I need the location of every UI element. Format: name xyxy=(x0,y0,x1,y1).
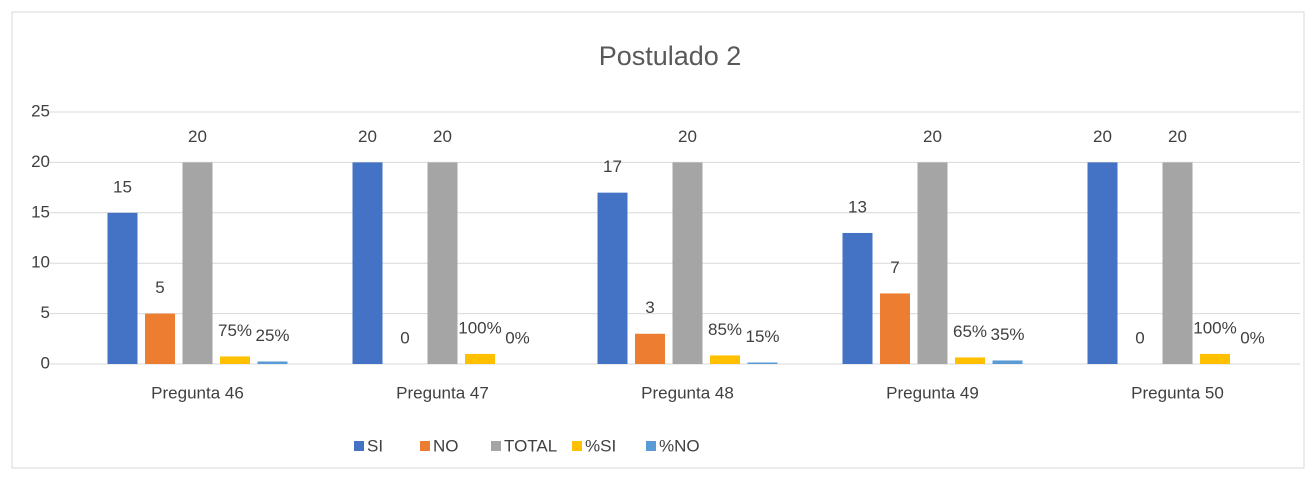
x-tick-label: Pregunta 47 xyxy=(396,383,489,402)
data-label: 85% xyxy=(708,320,742,339)
bar xyxy=(427,162,458,364)
legend-label: SI xyxy=(367,436,383,455)
data-label: 35% xyxy=(990,325,1024,344)
data-label: 20 xyxy=(1093,127,1112,146)
bar xyxy=(145,313,175,364)
bar xyxy=(257,361,288,364)
data-label: 7 xyxy=(890,258,899,277)
bar xyxy=(352,162,383,364)
data-label: 0 xyxy=(400,328,409,347)
data-label: 0% xyxy=(505,328,530,347)
bar xyxy=(917,162,948,364)
bar xyxy=(1200,353,1230,364)
data-label: 15% xyxy=(745,327,779,346)
bar xyxy=(672,162,703,364)
data-label: 3 xyxy=(645,298,654,317)
bar xyxy=(635,333,665,364)
data-label: 17 xyxy=(603,157,622,176)
data-label: 15 xyxy=(113,177,132,196)
legend-swatch xyxy=(420,441,430,451)
data-label: 25% xyxy=(255,326,289,345)
data-label: 20 xyxy=(358,127,377,146)
x-tick-label: Pregunta 49 xyxy=(886,383,979,402)
bar xyxy=(842,232,873,364)
bar xyxy=(220,356,250,364)
bar xyxy=(182,162,213,364)
legend-label: NO xyxy=(433,436,459,455)
data-label: 65% xyxy=(953,322,987,341)
chart-title: Postulado 2 xyxy=(599,41,742,71)
bar xyxy=(1087,162,1118,364)
data-label: 20 xyxy=(923,127,942,146)
data-label: 20 xyxy=(188,127,207,146)
bar xyxy=(992,360,1023,364)
data-label: 20 xyxy=(433,127,452,146)
bar xyxy=(1162,162,1193,364)
data-label: 0% xyxy=(1240,328,1265,347)
legend-label: %SI xyxy=(585,436,616,455)
y-tick-label: 20 xyxy=(31,152,50,171)
bar xyxy=(747,362,778,364)
x-tick-label: Pregunta 48 xyxy=(641,383,734,402)
data-label: 5 xyxy=(155,278,164,297)
legend-swatch xyxy=(572,441,582,451)
y-tick-label: 0 xyxy=(41,353,50,372)
legend-swatch xyxy=(646,441,656,451)
bar xyxy=(465,353,495,364)
bar xyxy=(710,355,740,364)
data-label: 100% xyxy=(1193,318,1236,337)
legend-swatch xyxy=(354,441,364,451)
x-tick-label: Pregunta 46 xyxy=(151,383,244,402)
bar xyxy=(955,357,985,364)
legend-label: TOTAL xyxy=(504,436,557,455)
data-label: 20 xyxy=(678,127,697,146)
y-tick-label: 5 xyxy=(41,303,50,322)
data-label: 0 xyxy=(1135,328,1144,347)
data-label: 75% xyxy=(218,321,252,340)
x-tick-label: Pregunta 50 xyxy=(1131,383,1224,402)
legend-swatch xyxy=(491,441,501,451)
bar xyxy=(107,212,138,364)
y-tick-label: 25 xyxy=(31,101,50,120)
y-tick-label: 15 xyxy=(31,202,50,221)
y-tick-label: 10 xyxy=(31,253,50,272)
data-label: 13 xyxy=(848,197,867,216)
data-label: 20 xyxy=(1168,127,1187,146)
legend-label: %NO xyxy=(659,436,700,455)
bar xyxy=(597,192,628,364)
bar xyxy=(880,293,910,364)
data-label: 100% xyxy=(458,318,501,337)
